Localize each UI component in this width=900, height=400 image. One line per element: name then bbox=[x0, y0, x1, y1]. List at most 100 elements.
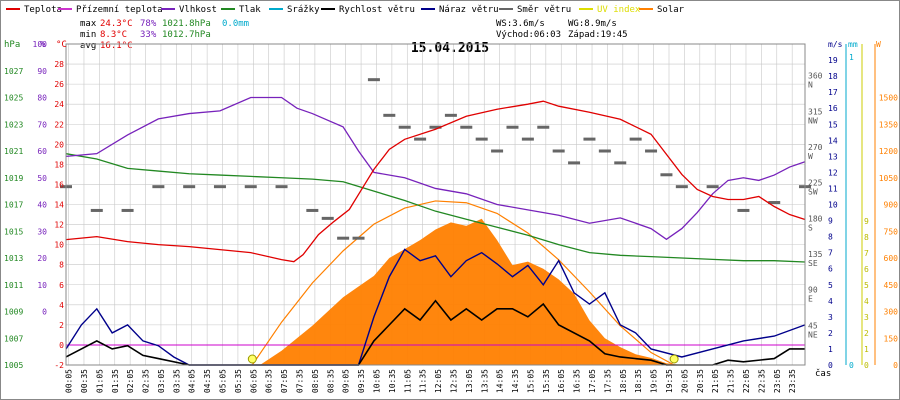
stats-avg-label: avg bbox=[80, 41, 96, 51]
rain-axis-unit: mm bbox=[848, 40, 858, 49]
humidity-tick-label: 20 bbox=[37, 254, 47, 263]
plot-frame bbox=[65, 43, 806, 366]
x-tick-label: 16:05 bbox=[557, 369, 566, 393]
chart-title: 15.04.2015 bbox=[411, 41, 489, 56]
humidity-tick-label: 50 bbox=[37, 174, 47, 183]
stats-block: max 24.3°C 78% 1021.8hPa 0.0mm min 8.3°C… bbox=[80, 19, 628, 51]
stats-max-rain: 0.0mm bbox=[222, 19, 249, 29]
wind-tick-label: 7 bbox=[828, 249, 833, 258]
legend-label: Solar bbox=[657, 5, 685, 15]
wind-tick-label: 11 bbox=[828, 184, 838, 193]
x-tick-label: 14:05 bbox=[496, 369, 505, 393]
x-tick-label: 17:35 bbox=[603, 369, 612, 393]
stats-min-label: min bbox=[80, 30, 96, 40]
x-tick-label: 01:05 bbox=[95, 369, 104, 393]
temp-tick-label: 26 bbox=[54, 80, 64, 89]
uv-tick-label: 6 bbox=[864, 265, 869, 274]
hpa-tick-label: 1015 bbox=[4, 227, 23, 236]
humidity-tick-label: 90 bbox=[37, 67, 47, 76]
x-tick-label: 10:05 bbox=[372, 369, 381, 393]
x-tick-label: 09:05 bbox=[342, 369, 351, 393]
hpa-tick-label: 1007 bbox=[4, 334, 23, 343]
wind-tick-label: 2 bbox=[828, 329, 833, 338]
x-tick-label: 19:05 bbox=[650, 369, 659, 393]
legend-label: Srážky bbox=[287, 5, 320, 15]
x-tick-label: 22:05 bbox=[742, 369, 751, 393]
direction-tick-label: SW bbox=[808, 188, 818, 197]
axes: hPa1005100710091011101310151017101910211… bbox=[4, 40, 898, 393]
wind-tick-label: 6 bbox=[828, 265, 833, 274]
stats-max-temp: 24.3°C bbox=[100, 19, 133, 29]
x-tick-label: 09:35 bbox=[357, 369, 366, 393]
x-tick-label: 21:05 bbox=[711, 369, 720, 393]
x-tick-label: 01:35 bbox=[111, 369, 120, 393]
hpa-tick-label: 1017 bbox=[4, 201, 23, 210]
legend-label: Tlak bbox=[239, 5, 261, 15]
humidity-tick-label: 80 bbox=[37, 94, 47, 103]
stats-min-hum: 33% bbox=[140, 30, 157, 40]
wind-tick-label: 0 bbox=[828, 361, 833, 370]
legend-label: Vlhkost bbox=[179, 5, 217, 15]
solar-tick-label: 450 bbox=[884, 281, 899, 290]
temp-tick-label: 14 bbox=[54, 201, 64, 210]
x-tick-label: 13:05 bbox=[465, 369, 474, 393]
wind-tick-label: 4 bbox=[828, 297, 833, 306]
legend-label: Přízemní teplota bbox=[76, 5, 163, 15]
solar-tick-label: 150 bbox=[884, 334, 899, 343]
solar-tick-label: 1500 bbox=[879, 94, 898, 103]
direction-tick-label: NE bbox=[808, 330, 818, 339]
humidity-tick-label: 70 bbox=[37, 120, 47, 129]
x-tick-label: 07:05 bbox=[280, 369, 289, 393]
hpa-tick-label: 1027 bbox=[4, 67, 23, 76]
wind-tick-label: 10 bbox=[828, 201, 838, 210]
x-tick-label: 10:35 bbox=[388, 369, 397, 393]
uv-tick-label: 9 bbox=[864, 217, 869, 226]
uv-tick-label: 5 bbox=[864, 281, 869, 290]
legend-label: Teplota bbox=[24, 5, 62, 15]
x-tick-label: 03:35 bbox=[172, 369, 181, 393]
direction-tick-value: 225 bbox=[808, 179, 823, 188]
stats-avg-temp: 16.1°C bbox=[100, 41, 133, 51]
wind-tick-label: 12 bbox=[828, 168, 838, 177]
hpa-tick-label: 1005 bbox=[4, 361, 23, 370]
hpa-tick-label: 1021 bbox=[4, 147, 23, 156]
hpa-tick-label: 1019 bbox=[4, 174, 23, 183]
humidity-tick-label: 60 bbox=[37, 147, 47, 156]
x-tick-label: 11:35 bbox=[419, 369, 428, 393]
x-tick-label: 03:05 bbox=[157, 369, 166, 393]
direction-tick-label: E bbox=[808, 295, 813, 304]
x-tick-label: 00:05 bbox=[65, 369, 74, 393]
stats-max-hum: 78% bbox=[140, 19, 157, 29]
x-tick-label: 15:35 bbox=[542, 369, 551, 393]
uv-tick-label: 8 bbox=[864, 233, 869, 242]
solar-tick-label: 1200 bbox=[879, 147, 898, 156]
temp-tick-label: 28 bbox=[54, 60, 64, 69]
direction-tick-label: W bbox=[808, 152, 813, 161]
stats-ws: WS:3.6m/s bbox=[496, 19, 545, 29]
x-tick-label: 14:35 bbox=[511, 369, 520, 393]
wind-tick-label: 19 bbox=[828, 56, 838, 65]
x-tick-label: 11:05 bbox=[403, 369, 412, 393]
hpa-tick-label: 1011 bbox=[4, 281, 23, 290]
x-tick-label: 12:05 bbox=[434, 369, 443, 393]
uv-tick-label: 2 bbox=[864, 329, 869, 338]
solar-tick-label: 1350 bbox=[879, 120, 898, 129]
direction-tick-value: 315 bbox=[808, 107, 823, 116]
temp-tick-label: 6 bbox=[59, 281, 64, 290]
x-tick-label: 05:05 bbox=[219, 369, 228, 393]
hpa-axis-unit: hPa bbox=[4, 40, 20, 50]
x-tick-label: 02:35 bbox=[142, 369, 151, 393]
direction-tick-value: 45 bbox=[808, 321, 818, 330]
humidity-line bbox=[65, 96, 806, 241]
legend-label: Náraz větru bbox=[439, 5, 499, 15]
x-tick-label: 18:35 bbox=[634, 369, 643, 393]
temp-tick-label: 2 bbox=[59, 321, 64, 330]
temp-tick-label: 8 bbox=[59, 261, 64, 270]
humidity-tick-label: 40 bbox=[37, 201, 47, 210]
wind-tick-label: 14 bbox=[828, 136, 838, 145]
x-tick-label: 08:35 bbox=[326, 369, 335, 393]
x-tick-label: 18:05 bbox=[619, 369, 628, 393]
temp-tick-label: 24 bbox=[54, 100, 64, 109]
pressure-line bbox=[65, 153, 806, 263]
temp-tick-label: -2 bbox=[54, 361, 64, 370]
